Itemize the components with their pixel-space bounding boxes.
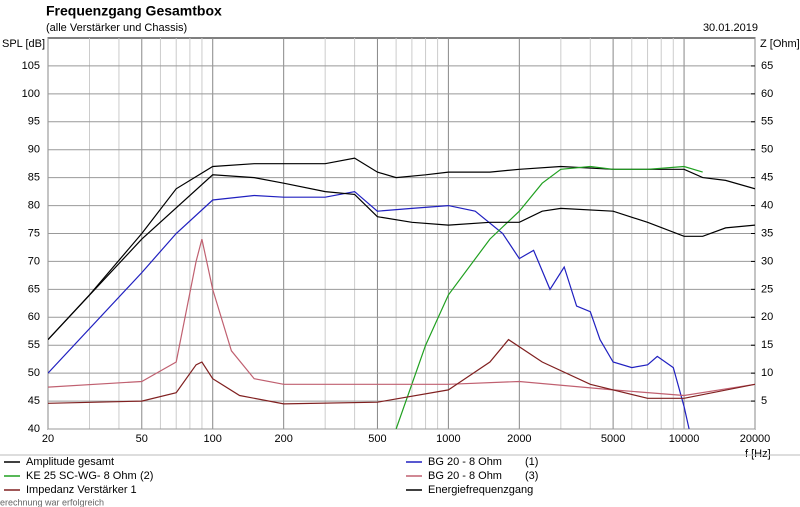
- legend-label: KE 25 SC-WG- 8 Ohm: [26, 470, 137, 482]
- y-axis-label: SPL [dB]: [2, 38, 45, 50]
- y-tick-label: 70: [28, 255, 40, 267]
- x-tick-label: 100: [204, 433, 222, 445]
- y2-tick-label: 45: [761, 172, 773, 184]
- legend-number: (3): [525, 470, 538, 482]
- x-tick-label: 20000: [740, 433, 771, 445]
- date: 30.01.2019: [703, 22, 758, 34]
- y2-tick-label: 40: [761, 199, 773, 211]
- y-tick-label: 95: [28, 116, 40, 128]
- legend-label: BG 20 - 8 Ohm: [428, 456, 502, 468]
- chart-subtitle: (alle Verstärker und Chassis): [46, 22, 187, 34]
- legend-label: Impedanz Verstärker 1: [26, 484, 137, 496]
- y2-tick-label: 10: [761, 367, 773, 379]
- x-tick-label: 1000: [436, 433, 460, 445]
- y-tick-label: 75: [28, 227, 40, 239]
- legend-label: Energiefrequenzgang: [428, 484, 533, 496]
- y-tick-label: 60: [28, 311, 40, 323]
- status-text: erechnung war erfolgreich: [0, 497, 104, 507]
- y-tick-label: 50: [28, 367, 40, 379]
- y-tick-label: 40: [28, 423, 40, 435]
- legend-label: Amplitude gesamt: [26, 456, 114, 468]
- y-tick-label: 105: [22, 60, 40, 72]
- series-line: [48, 190, 690, 429]
- y2-axis-label: Z [Ohm]: [760, 38, 800, 50]
- y2-tick-label: 20: [761, 311, 773, 323]
- y2-tick-label: 35: [761, 227, 773, 239]
- series-line: [48, 338, 755, 405]
- x-tick-label: 500: [368, 433, 386, 445]
- y2-tick-label: 55: [761, 116, 773, 128]
- grid: [47, 38, 756, 430]
- y-tick-label: 90: [28, 144, 40, 156]
- x-tick-label: 200: [274, 433, 292, 445]
- series-line: [48, 157, 755, 341]
- x-tick-label: 2000: [507, 433, 531, 445]
- y2-tick-label: 65: [761, 60, 773, 72]
- y2-tick-label: 15: [761, 339, 773, 351]
- y-tick-label: 80: [28, 199, 40, 211]
- x-tick-label: 5000: [601, 433, 625, 445]
- series-line: [48, 238, 755, 397]
- y-tick-label: 55: [28, 339, 40, 351]
- y2-tick-label: 60: [761, 88, 773, 100]
- plot-lines: [48, 157, 755, 429]
- legend-number: (2): [140, 470, 153, 482]
- y-tick-label: 100: [22, 88, 40, 100]
- y2-tick-label: 50: [761, 144, 773, 156]
- y2-tick-label: 25: [761, 283, 773, 295]
- series-line: [48, 174, 755, 341]
- y2-tick-label: 30: [761, 255, 773, 267]
- y-tick-label: 45: [28, 395, 40, 407]
- x-axis-label: f [Hz]: [745, 448, 771, 460]
- x-tick-label: 50: [136, 433, 148, 445]
- chart-title: Frequenzgang Gesamtbox: [46, 3, 222, 19]
- x-tick-label: 20: [42, 433, 54, 445]
- y-tick-label: 85: [28, 172, 40, 184]
- x-tick-label: 10000: [669, 433, 700, 445]
- legend-number: (1): [525, 456, 538, 468]
- legend-label: BG 20 - 8 Ohm: [428, 470, 502, 482]
- y2-tick-label: 5: [761, 395, 767, 407]
- series-line: [395, 165, 703, 429]
- y-tick-label: 65: [28, 283, 40, 295]
